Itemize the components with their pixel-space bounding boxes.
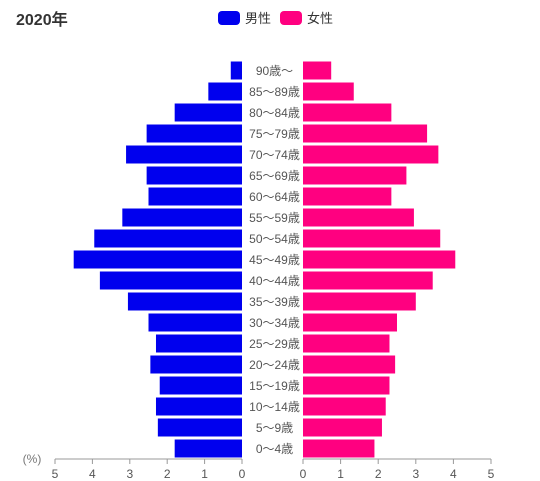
bar-female	[303, 166, 407, 185]
x-tick-label-left: 1	[201, 467, 208, 481]
legend-female-swatch	[280, 10, 302, 25]
bar-female	[303, 229, 441, 248]
bar-female	[303, 292, 416, 311]
bar-male	[157, 418, 242, 437]
age-label: 25〜29歳	[249, 337, 300, 351]
bar-female	[303, 82, 354, 101]
legend-male-swatch	[218, 10, 240, 25]
x-tick-label-right: 3	[412, 467, 419, 481]
age-label: 85〜89歳	[249, 85, 300, 99]
x-tick-label-left: 2	[164, 467, 171, 481]
age-label: 45〜49歳	[249, 253, 300, 267]
x-tick-label-left: 0	[239, 467, 246, 481]
x-tick-label-left: 5	[52, 467, 59, 481]
age-label: 55〜59歳	[249, 211, 300, 225]
x-tick-label-right: 0	[300, 467, 307, 481]
bar-male	[146, 124, 242, 143]
bar-male	[208, 82, 242, 101]
bar-male	[148, 187, 242, 206]
bar-male	[73, 250, 242, 269]
x-tick-label-left: 3	[126, 467, 133, 481]
bar-female	[303, 334, 390, 353]
bar-male	[155, 397, 242, 416]
age-label: 35〜39歳	[249, 295, 300, 309]
bar-male	[94, 229, 243, 248]
bar-female	[303, 313, 397, 332]
bar-female	[303, 250, 456, 269]
age-label: 20〜24歳	[249, 358, 300, 372]
age-label: 0〜4歳	[256, 442, 293, 456]
bar-female	[303, 124, 428, 143]
bar-male	[174, 439, 242, 458]
chart-title: 2020年	[16, 12, 68, 29]
age-label: 15〜19歳	[249, 379, 300, 393]
legend-female-label: 女性	[307, 11, 334, 26]
bar-male	[159, 376, 242, 395]
bar-male	[126, 145, 242, 164]
legend-male-label: 男性	[245, 11, 272, 26]
x-tick-label-right: 2	[375, 467, 382, 481]
age-label: 10〜14歳	[249, 400, 300, 414]
unit-label: (%)	[23, 452, 42, 466]
age-label: 75〜79歳	[249, 127, 300, 141]
age-label: 90歳〜	[256, 64, 293, 78]
age-label: 80〜84歳	[249, 106, 300, 120]
bar-male	[174, 103, 242, 122]
bar-male	[155, 334, 242, 353]
bar-male	[146, 166, 242, 185]
bar-male	[99, 271, 242, 290]
bar-female	[303, 145, 439, 164]
age-label: 65〜69歳	[249, 169, 300, 183]
bar-male	[127, 292, 242, 311]
bar-female	[303, 355, 396, 374]
age-label: 30〜34歳	[249, 316, 300, 330]
x-tick-label-right: 5	[488, 467, 495, 481]
age-label: 40〜44歳	[249, 274, 300, 288]
legend-male[interactable]: 男性	[218, 8, 271, 27]
bar-female	[303, 187, 392, 206]
bar-male	[122, 208, 242, 227]
bar-female	[303, 418, 382, 437]
bar-female	[303, 61, 332, 80]
x-tick-label-right: 4	[450, 467, 457, 481]
bar-female	[303, 439, 375, 458]
bar-female	[303, 208, 414, 227]
x-tick-label-right: 1	[337, 467, 344, 481]
x-tick-label-left: 4	[89, 467, 96, 481]
bar-male	[230, 61, 242, 80]
bar-female	[303, 376, 390, 395]
age-label: 5〜9歳	[256, 421, 293, 435]
bar-male	[150, 355, 242, 374]
age-label: 50〜54歳	[249, 232, 300, 246]
bar-female	[303, 271, 433, 290]
bar-female	[303, 397, 386, 416]
legend-female[interactable]: 女性	[280, 8, 333, 27]
age-label: 70〜74歳	[249, 148, 300, 162]
age-label: 60〜64歳	[249, 190, 300, 204]
bar-female	[303, 103, 392, 122]
bar-male	[148, 313, 242, 332]
